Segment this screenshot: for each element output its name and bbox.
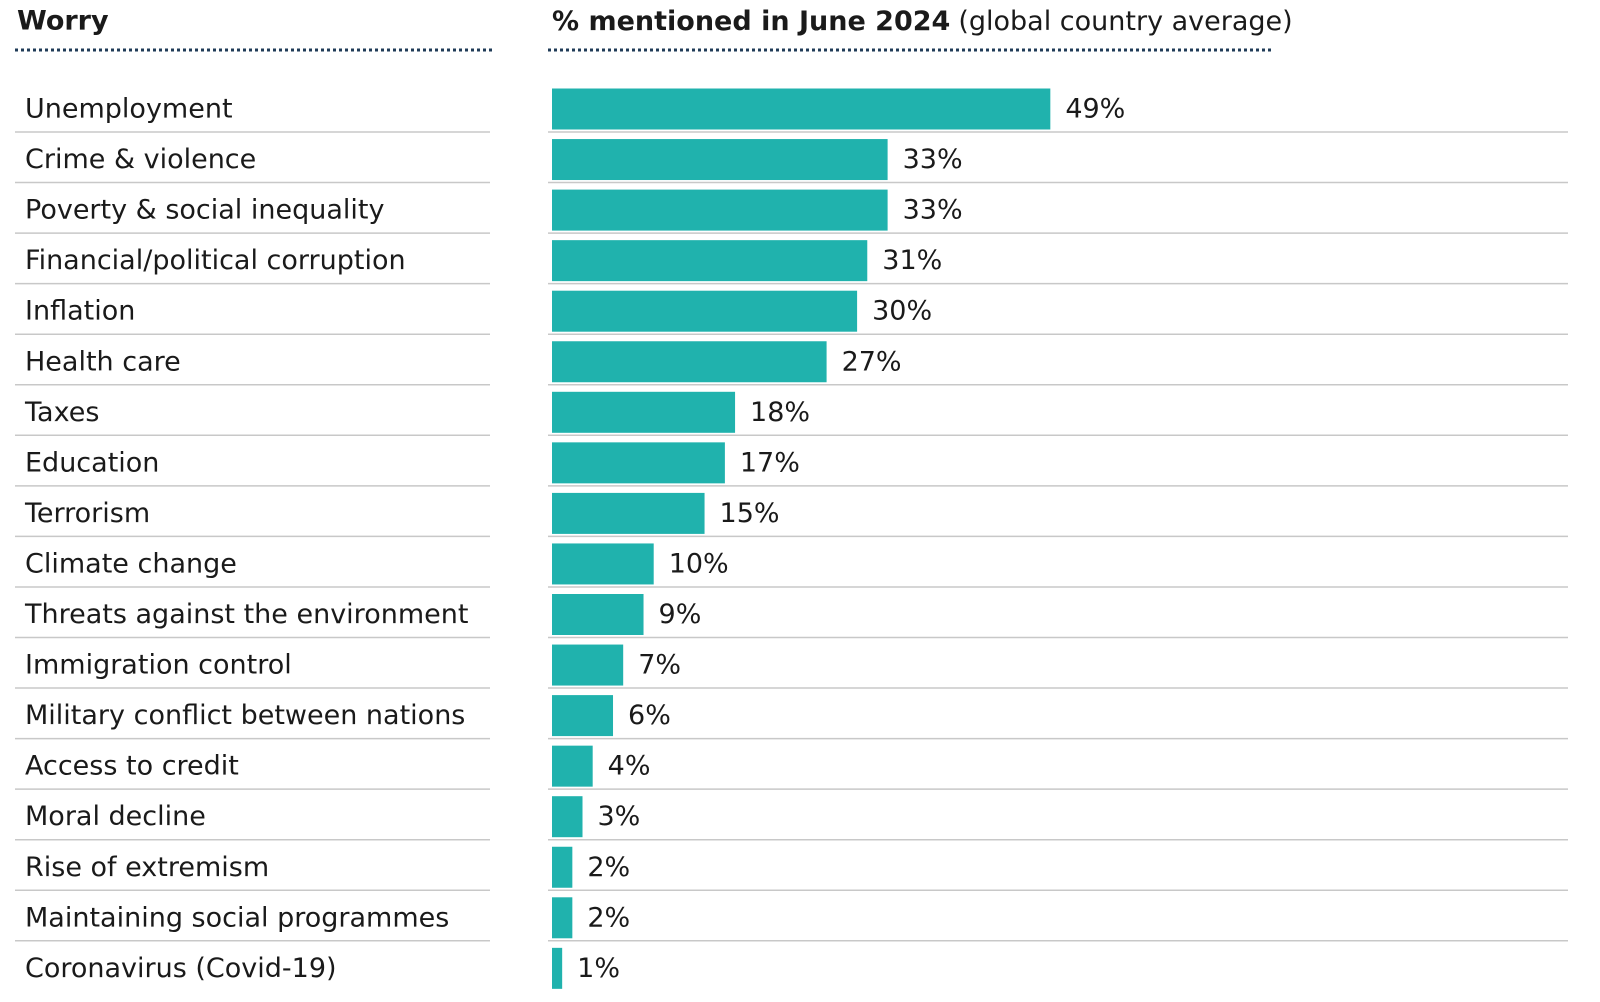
column-header: Worry [17,6,109,37]
data-label: 18% [750,397,810,428]
bar [552,189,888,231]
data-label: 17% [740,447,800,478]
data-label: 15% [720,498,780,529]
data-label: 9% [659,599,702,630]
data-label: 2% [587,852,630,883]
category-label: Crime & violence [25,144,256,175]
data-label: 49% [1065,94,1125,125]
bar [552,644,624,686]
category-label: Climate change [25,548,237,579]
category-label: Terrorism [24,498,150,529]
category-label: Health care [25,346,181,377]
data-label: 31% [882,245,942,276]
category-label: Education [25,447,159,478]
bar [552,846,573,888]
bar [552,88,1051,130]
category-label: Access to credit [25,751,239,782]
bar [552,594,644,635]
chart-title: % mentioned in June 2024 [552,6,950,37]
bar [552,290,858,332]
bar [552,947,563,989]
category-label: Inflation [25,296,135,327]
data-label: 6% [628,700,671,731]
bar [552,897,573,939]
data-label: 3% [598,801,641,832]
category-label: Unemployment [25,94,233,125]
data-label: 27% [842,346,902,377]
bar [552,442,725,484]
data-label: 4% [608,751,651,782]
category-label: Threats against the environment [24,599,468,630]
data-label: 2% [587,902,630,933]
bar [552,240,868,282]
category-label: Military conflict between nations [25,700,465,731]
chart-subtitle: (global country average) [958,6,1292,37]
category-label: Rise of extremism [25,852,269,883]
data-label: 30% [872,296,932,327]
bar [552,695,614,737]
category-label: Maintaining social programmes [25,902,449,933]
category-label: Financial/political corruption [25,245,406,276]
data-label: 1% [577,953,620,984]
category-label: Taxes [24,397,99,428]
bar [552,745,593,787]
bar [552,391,736,433]
data-label: 10% [669,548,729,579]
category-label: Coronavirus (Covid-19) [25,953,337,984]
bar [552,139,888,181]
data-label: 7% [638,650,681,681]
chart-header: % mentioned in June 2024 (global country … [552,6,1293,37]
bar [552,341,827,383]
category-label: Moral decline [25,801,206,832]
bar [552,492,705,534]
category-label: Immigration control [25,650,292,681]
bar [552,543,654,585]
category-label: Poverty & social inequality [25,195,384,226]
data-label: 33% [903,195,963,226]
bar [552,796,583,838]
data-label: 33% [903,144,963,175]
